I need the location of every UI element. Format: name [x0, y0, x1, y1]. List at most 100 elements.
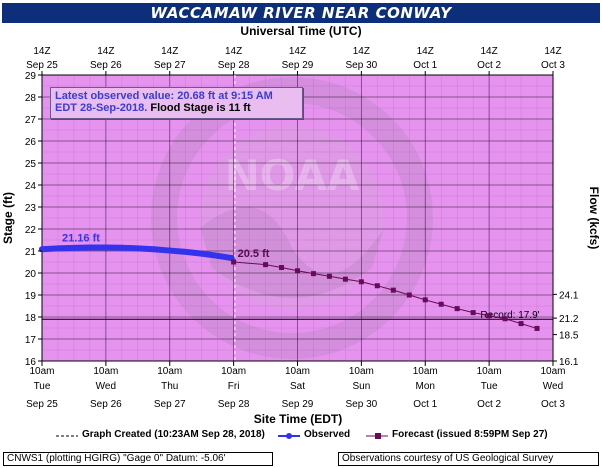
forecast-point	[454, 306, 460, 312]
watermark-gull	[200, 207, 384, 298]
x-tick-day: Wed	[543, 381, 563, 392]
forecast-point	[342, 276, 348, 282]
top-tick-date: Sep 26	[90, 60, 122, 71]
source-note: Observations courtesy of US Geological S…	[338, 452, 599, 466]
top-tick-date: Oct 1	[413, 60, 437, 71]
observed-point	[182, 248, 189, 255]
x-tick-time: 10am	[349, 366, 374, 377]
y-tick-label: 22	[25, 225, 37, 236]
y2-tick-label: 21.2	[559, 314, 579, 325]
top-tick-time: 14Z	[353, 46, 370, 57]
latest-observation-box: Latest observed value: 20.68 ft at 9:15 …	[50, 87, 303, 119]
axis-labels: 10am Tue Sep 25 10am Wed Sep 26 10am Thu Sep 27 1…	[1, 46, 601, 426]
legend-forecast-marker	[375, 433, 381, 439]
top-tick-date: Sep 27	[154, 60, 186, 71]
x-tick-date: Sep 25	[26, 399, 58, 410]
x-tick-date: Sep 27	[154, 399, 186, 410]
x-tick-date: Sep 28	[218, 399, 250, 410]
y2-tick-label: 16.1	[559, 357, 579, 368]
forecast-point	[231, 259, 237, 265]
y-tick-label: 29	[25, 71, 37, 82]
chart-marks: Record: 17.9' 21.16 ft 20.5 ft	[39, 232, 553, 331]
observed-point	[118, 244, 125, 251]
y2-axis-title: Flow (kcfs)	[587, 187, 601, 250]
latest-observation-line1: Latest observed value: 20.68 ft at 9:15 …	[55, 90, 273, 102]
observed-point	[102, 244, 109, 251]
y-tick-label: 20	[25, 269, 37, 280]
forecast-point	[438, 301, 444, 307]
y-tick-label: 18	[25, 313, 37, 324]
x-tick-time: 10am	[221, 366, 246, 377]
x-tick-time: 10am	[29, 366, 54, 377]
x-tick-day: Wed	[96, 381, 116, 392]
observed-point	[54, 245, 61, 252]
observed-point	[198, 250, 205, 257]
chart-title: WACCAMAW RIVER NEAR CONWAY	[150, 4, 452, 22]
observed-peak-label: 21.16 ft	[62, 232, 100, 244]
x-tick-time: 10am	[477, 366, 502, 377]
x-tick-day: Thu	[161, 381, 178, 392]
x-tick-day: Mon	[416, 381, 435, 392]
forecast-point	[263, 262, 269, 268]
y-tick-label: 28	[25, 93, 37, 104]
x-tick-date: Oct 3	[541, 399, 565, 410]
forecast-point	[374, 283, 380, 289]
latest-observation-date: EDT 28-Sep-2018.	[55, 102, 148, 114]
forecast-start-label: 20.5 ft	[238, 248, 270, 260]
observed-point	[134, 245, 141, 252]
y2-tick-label: 18.5	[559, 331, 579, 342]
y-tick-label: 25	[25, 159, 37, 170]
observed-point	[70, 244, 77, 251]
top-tick-time: 14Z	[289, 46, 306, 57]
forecast-point	[326, 273, 332, 279]
watermark-noaa-text: NOAA	[225, 151, 360, 200]
flood-stage-text: Flood Stage is 11 ft	[150, 102, 251, 114]
observed-point	[86, 244, 93, 251]
top-tick-date: Sep 28	[218, 60, 250, 71]
x-tick-time: 10am	[157, 366, 182, 377]
top-tick-time: 14Z	[481, 46, 498, 57]
legend-observed-label: Observed	[304, 429, 351, 440]
x-tick-date: Sep 26	[90, 399, 122, 410]
top-tick-time: 14Z	[417, 46, 434, 57]
top-tick-date: Sep 30	[346, 60, 378, 71]
forecast-point	[406, 292, 412, 298]
y-axis-title: Stage (ft)	[1, 192, 15, 244]
y-tick-label: 23	[25, 203, 37, 214]
record-label: Record: 17.9'	[480, 310, 539, 321]
datum-note: CNWS1 (plotting HGIRG) "Gage 0" Datum: -…	[3, 452, 273, 466]
x-tick-time: 10am	[540, 366, 565, 377]
observed-point	[166, 247, 173, 254]
x-tick-date: Sep 30	[346, 399, 378, 410]
top-tick-date: Oct 2	[477, 60, 501, 71]
y2-tick-label: 24.1	[559, 290, 579, 301]
forecast-point	[486, 313, 492, 319]
y-tick-label: 27	[25, 115, 37, 126]
legend: Graph Created (10:23AM Sep 28, 2018) Obs…	[0, 429, 602, 443]
top-tick-date: Oct 3	[541, 60, 565, 71]
forecast-point	[295, 268, 300, 274]
x-tick-time: 10am	[413, 366, 438, 377]
x-tick-date: Oct 2	[477, 399, 501, 410]
x-tick-day: Tue	[481, 381, 498, 392]
y-tick-label: 17	[25, 335, 37, 346]
top-tick-time: 14Z	[225, 46, 242, 57]
top-tick-time: 14Z	[161, 46, 178, 57]
legend-graph-created-label: Graph Created (10:23AM Sep 28, 2018)	[82, 429, 265, 440]
observed-point	[150, 246, 157, 253]
forecast-point	[534, 325, 540, 331]
y-tick-label: 16	[25, 357, 37, 368]
forecast-point	[518, 321, 524, 327]
y-tick-label: 19	[25, 291, 37, 302]
y-tick-label: 24	[25, 181, 37, 192]
forecast-point	[422, 297, 428, 303]
x-tick-date: Sep 29	[282, 399, 314, 410]
x-tick-day: Sun	[352, 381, 370, 392]
forecast-point	[310, 271, 316, 277]
legend-observed-marker	[286, 433, 292, 439]
observed-point	[214, 252, 221, 259]
y-tick-label: 21	[25, 247, 37, 258]
x-tick-day: Tue	[34, 381, 51, 392]
x-tick-time: 10am	[285, 366, 310, 377]
legend-forecast-label: Forecast (issued 8:59PM Sep 27)	[392, 429, 548, 440]
